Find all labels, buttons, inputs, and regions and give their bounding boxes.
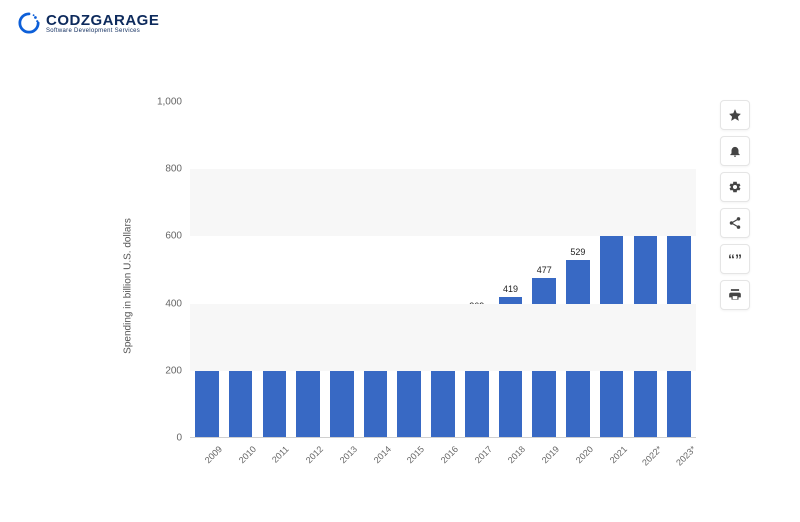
bar-value-label: 477: [537, 265, 552, 275]
x-tick: 2020: [561, 438, 595, 484]
x-tick: 2019: [527, 438, 561, 484]
x-tick-label: 2021: [608, 444, 629, 465]
bar-col: 675: [629, 102, 663, 438]
x-tick: 2009: [190, 438, 224, 484]
chart-toolbar: “”: [720, 100, 750, 310]
share-button[interactable]: [720, 208, 750, 238]
bar-col: 369: [460, 102, 494, 438]
x-tick-label: 2020: [574, 444, 595, 465]
brand-logo: CODZGARAGE Software Development Services: [18, 12, 159, 34]
x-tick: 2021: [595, 438, 629, 484]
x-tick-label: 2015: [405, 444, 426, 465]
bar-col: 285: [291, 102, 325, 438]
bar-col: 269: [257, 102, 291, 438]
bar-value-label: 419: [503, 284, 518, 294]
y-axis-title: Spending in billion U.S. dollars: [123, 218, 134, 354]
x-tick-label: 2023*: [674, 444, 698, 468]
x-tick: 2010: [224, 438, 258, 484]
bar-col: 244.64: [224, 102, 258, 438]
x-tick: 2023*: [662, 438, 696, 484]
x-tick: 2015: [392, 438, 426, 484]
bar-col: 297: [325, 102, 359, 438]
brand-mark-icon: [18, 12, 40, 34]
x-tick-label: 2019: [540, 444, 561, 465]
x-tick-label: 2014: [371, 444, 392, 465]
spending-chart: Spending in billion U.S. dollars 225.512…: [110, 88, 708, 484]
y-tick-label: 1,000: [157, 97, 182, 108]
y-tick-label: 0: [176, 433, 182, 444]
bar-col: 326: [426, 102, 460, 438]
favorite-button[interactable]: [720, 100, 750, 130]
bar-col: 477: [527, 102, 561, 438]
quote-icon: “”: [728, 252, 742, 266]
y-tick-label: 800: [165, 164, 182, 175]
y-tick-label: 600: [165, 231, 182, 242]
x-tick: 2016: [426, 438, 460, 484]
x-tick-label: 2022*: [641, 444, 665, 468]
bell-icon: [728, 144, 742, 158]
x-tick-label: 2013: [338, 444, 359, 465]
bar-col: 310: [359, 102, 393, 438]
bar-col: 529: [561, 102, 595, 438]
bar-col: 615: [595, 102, 629, 438]
x-tick: 2013: [325, 438, 359, 484]
gear-icon: [728, 180, 742, 194]
x-tick: 2011: [257, 438, 291, 484]
share-icon: [728, 216, 742, 230]
x-tick: 2018: [494, 438, 528, 484]
print-button[interactable]: [720, 280, 750, 310]
x-tick: 2014: [359, 438, 393, 484]
bar: [195, 362, 219, 438]
x-tick-label: 2016: [439, 444, 460, 465]
grid-band: [190, 169, 696, 236]
cite-button[interactable]: “”: [720, 244, 750, 274]
x-tick-label: 2012: [304, 444, 325, 465]
notify-button[interactable]: [720, 136, 750, 166]
x-tick-label: 2017: [473, 444, 494, 465]
y-tick-label: 200: [165, 365, 182, 376]
bar-value-label: 529: [570, 247, 585, 257]
star-icon: [728, 108, 742, 122]
x-tick-label: 2011: [270, 444, 291, 465]
print-icon: [728, 288, 742, 302]
bar-col: 419: [494, 102, 528, 438]
plot-area: 225.51244.642692852973103103263694194775…: [190, 102, 696, 438]
bar-col: 755: [662, 102, 696, 438]
y-tick-label: 400: [165, 298, 182, 309]
bar-col: 310: [392, 102, 426, 438]
x-tick-label: 2009: [203, 444, 224, 465]
x-tick-label: 2018: [506, 444, 527, 465]
x-tick: 2022*: [629, 438, 663, 484]
brand-name: CODZGARAGE: [46, 13, 159, 28]
brand-tagline: Software Development Services: [46, 28, 159, 34]
bar-col: 225.51: [190, 102, 224, 438]
x-tick: 2012: [291, 438, 325, 484]
settings-button[interactable]: [720, 172, 750, 202]
x-tick-label: 2010: [236, 444, 257, 465]
x-tick: 2017: [460, 438, 494, 484]
grid-band: [190, 304, 696, 371]
